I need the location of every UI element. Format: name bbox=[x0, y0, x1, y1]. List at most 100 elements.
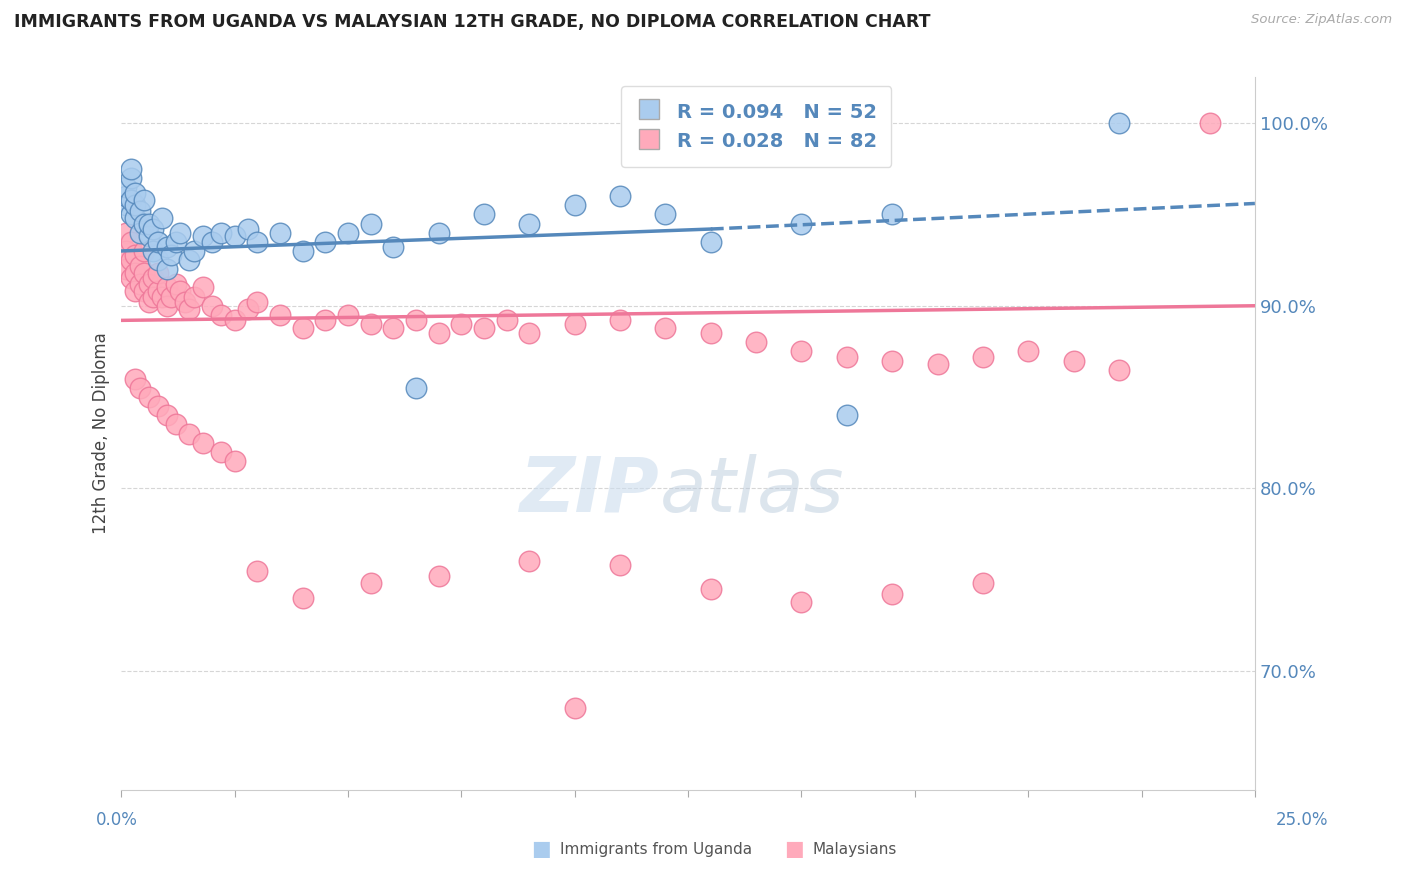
Point bbox=[269, 226, 291, 240]
Point bbox=[882, 587, 904, 601]
Point bbox=[246, 235, 269, 249]
Point bbox=[156, 240, 179, 254]
Point bbox=[156, 299, 179, 313]
Point bbox=[156, 409, 179, 423]
Text: atlas: atlas bbox=[659, 454, 845, 527]
Point bbox=[142, 222, 165, 236]
Point bbox=[124, 186, 146, 200]
Point bbox=[654, 207, 676, 221]
Point bbox=[472, 320, 495, 334]
Point bbox=[179, 253, 201, 268]
Point bbox=[790, 594, 813, 608]
Point bbox=[1108, 362, 1130, 376]
Point bbox=[427, 569, 450, 583]
Point bbox=[120, 170, 142, 185]
Point bbox=[115, 226, 138, 240]
Point bbox=[115, 262, 138, 277]
Point bbox=[1198, 116, 1220, 130]
Point bbox=[120, 271, 142, 285]
Point bbox=[124, 284, 146, 298]
Point bbox=[142, 290, 165, 304]
Point bbox=[337, 308, 360, 322]
Text: 0.0%: 0.0% bbox=[96, 811, 138, 829]
Point bbox=[314, 235, 336, 249]
Point bbox=[291, 244, 314, 258]
Point bbox=[160, 290, 183, 304]
Point bbox=[238, 222, 260, 236]
Point bbox=[314, 313, 336, 327]
Point bbox=[128, 277, 150, 291]
Point bbox=[124, 211, 146, 225]
Point bbox=[142, 244, 165, 258]
Point bbox=[138, 217, 160, 231]
Point bbox=[132, 266, 155, 280]
Text: Source: ZipAtlas.com: Source: ZipAtlas.com bbox=[1251, 13, 1392, 27]
Point bbox=[183, 290, 205, 304]
Point bbox=[191, 229, 214, 244]
Point bbox=[179, 426, 201, 441]
Point bbox=[191, 280, 214, 294]
Point bbox=[209, 445, 232, 459]
Point bbox=[150, 211, 173, 225]
Point bbox=[360, 217, 382, 231]
Point bbox=[609, 189, 631, 203]
Point bbox=[138, 277, 160, 291]
Point bbox=[128, 381, 150, 395]
Point bbox=[165, 277, 187, 291]
Point bbox=[427, 326, 450, 340]
Point bbox=[1017, 344, 1039, 359]
Point bbox=[405, 381, 427, 395]
Point bbox=[138, 390, 160, 404]
Point bbox=[790, 344, 813, 359]
Point bbox=[564, 317, 586, 331]
Point bbox=[124, 247, 146, 261]
Point bbox=[165, 235, 187, 249]
Point bbox=[882, 353, 904, 368]
Point bbox=[124, 266, 146, 280]
Point bbox=[700, 235, 723, 249]
Text: IMMIGRANTS FROM UGANDA VS MALAYSIAN 12TH GRADE, NO DIPLOMA CORRELATION CHART: IMMIGRANTS FROM UGANDA VS MALAYSIAN 12TH… bbox=[14, 13, 931, 31]
Point bbox=[609, 558, 631, 573]
Text: ■: ■ bbox=[785, 839, 804, 859]
Point bbox=[160, 247, 183, 261]
Point bbox=[609, 313, 631, 327]
Legend: R = 0.094   N = 52, R = 0.028   N = 82: R = 0.094 N = 52, R = 0.028 N = 82 bbox=[621, 87, 891, 167]
Point bbox=[224, 313, 246, 327]
Point bbox=[201, 299, 224, 313]
Point bbox=[246, 295, 269, 310]
Point bbox=[790, 217, 813, 231]
Point bbox=[519, 326, 541, 340]
Point bbox=[132, 193, 155, 207]
Point bbox=[183, 244, 205, 258]
Point bbox=[882, 207, 904, 221]
Point bbox=[120, 161, 142, 176]
Point bbox=[146, 235, 169, 249]
Point bbox=[519, 554, 541, 568]
Text: ■: ■ bbox=[531, 839, 551, 859]
Point bbox=[927, 357, 949, 371]
Point bbox=[1063, 353, 1085, 368]
Point bbox=[146, 266, 169, 280]
Point bbox=[115, 180, 138, 194]
Point bbox=[360, 317, 382, 331]
Point bbox=[700, 582, 723, 596]
Point bbox=[405, 313, 427, 327]
Point bbox=[124, 198, 146, 212]
Point bbox=[138, 229, 160, 244]
Point bbox=[174, 295, 197, 310]
Point bbox=[472, 207, 495, 221]
Point bbox=[156, 280, 179, 294]
Point bbox=[179, 302, 201, 317]
Point bbox=[835, 409, 858, 423]
Point bbox=[450, 317, 472, 331]
Point bbox=[427, 226, 450, 240]
Point bbox=[128, 259, 150, 273]
Point bbox=[835, 350, 858, 364]
Point bbox=[209, 226, 232, 240]
Text: Malaysians: Malaysians bbox=[813, 842, 897, 856]
Point bbox=[169, 226, 191, 240]
Point bbox=[972, 350, 994, 364]
Point bbox=[120, 207, 142, 221]
Point bbox=[700, 326, 723, 340]
Point bbox=[224, 454, 246, 468]
